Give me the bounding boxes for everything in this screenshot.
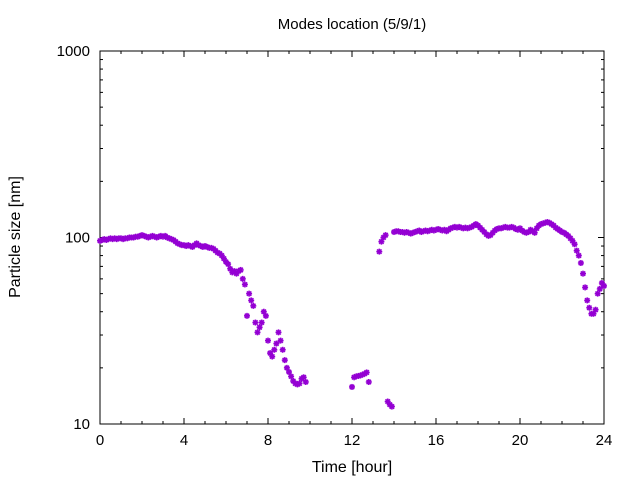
y-tick-label: 100 <box>65 230 90 247</box>
x-tick-label: 0 <box>96 432 104 449</box>
data-point <box>277 337 284 344</box>
data-point <box>577 259 584 266</box>
data-point <box>275 329 282 336</box>
data-point <box>376 248 383 255</box>
x-axis-label: Time [hour] <box>312 459 392 476</box>
data-point <box>262 312 269 319</box>
data-point <box>596 285 603 292</box>
tick-labels: 0 4 8 12 16 20 24 10 100 1000 <box>57 43 613 449</box>
data-point <box>582 284 589 291</box>
x-tick-label: 20 <box>512 432 529 449</box>
y-tick-label: 1000 <box>57 43 90 60</box>
data-point <box>237 266 244 273</box>
data-point <box>601 282 607 289</box>
data-point <box>281 357 288 364</box>
data-point <box>382 232 389 239</box>
x-tick-label: 8 <box>264 432 272 449</box>
data-point <box>571 241 578 248</box>
data-point <box>250 302 257 309</box>
data-point <box>586 304 593 311</box>
x-tick-label: 24 <box>596 432 613 449</box>
data-point <box>365 378 372 385</box>
data-point <box>265 337 271 344</box>
data-point <box>246 290 253 297</box>
data-point <box>279 346 286 353</box>
data-point <box>225 261 232 268</box>
data-point <box>575 252 582 259</box>
data-series <box>97 219 607 410</box>
data-point <box>302 378 309 385</box>
data-point <box>244 312 250 319</box>
data-point <box>580 270 586 277</box>
x-tick-label: 4 <box>180 432 188 449</box>
data-point <box>349 383 355 390</box>
data-point <box>573 247 580 254</box>
data-point <box>248 297 255 304</box>
data-point <box>296 380 303 387</box>
data-point <box>288 373 295 380</box>
data-point <box>254 329 261 336</box>
x-tick-label: 16 <box>428 432 445 449</box>
data-point <box>388 403 395 410</box>
data-point <box>271 346 278 353</box>
data-point <box>273 340 280 347</box>
data-point <box>258 319 265 326</box>
data-point <box>256 324 263 331</box>
data-point <box>594 290 601 297</box>
axis-ticks <box>99 51 605 425</box>
y-tick-label: 10 <box>73 416 90 433</box>
plot-area <box>99 50 605 425</box>
x-tick-label: 12 <box>344 432 361 449</box>
data-point <box>584 297 591 304</box>
data-point <box>239 275 246 282</box>
data-point <box>241 281 248 288</box>
data-point <box>592 306 599 313</box>
data-point <box>300 374 307 381</box>
plot-border <box>99 50 605 425</box>
data-point <box>363 369 370 376</box>
data-point <box>252 319 259 326</box>
data-point <box>269 353 276 360</box>
y-axis-label: Particle size [nm] <box>7 176 24 298</box>
chart-title: Modes location (5/9/1) <box>278 16 426 33</box>
